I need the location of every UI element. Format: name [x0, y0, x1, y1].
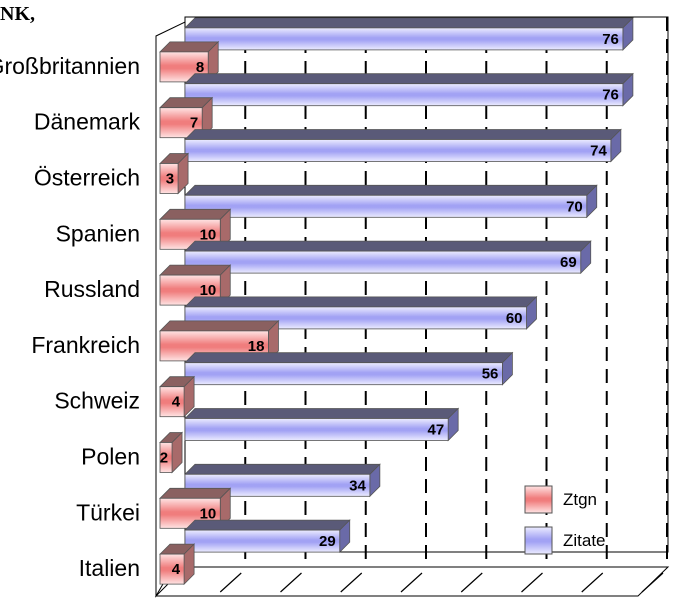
- bar-zitate-grossbritannien-value-label: 76: [602, 31, 619, 48]
- bar-zitate-schweiz-value-label: 56: [482, 366, 499, 383]
- bar-ztgn-polen-value-label: 2: [160, 450, 168, 467]
- bar-zitate-oesterreich: 74: [184, 128, 622, 163]
- bar-zitate-tuerkei-value-label: 34: [349, 477, 366, 494]
- bar-zitate-polen: 47: [184, 407, 460, 442]
- bar-zitate-russland: 69: [184, 240, 592, 275]
- bar-zitate-grossbritannien: 76: [184, 16, 634, 51]
- bar-zitate-schweiz: 56: [184, 351, 514, 386]
- bars: 76 8 76 7 74 3 70 10 69 10 60 18 56 4 47 2 34 10 29 4: [159, 16, 634, 586]
- bar-zitate-polen-value-label: 47: [427, 422, 444, 439]
- bar-zitate-oesterreich-value-label: 74: [590, 143, 607, 160]
- bar-ztgn-oesterreich-value-label: 3: [166, 171, 174, 188]
- legend-label-ztgn: Ztgn: [563, 490, 597, 509]
- bar-zitate-spanien-value-label: 70: [566, 198, 583, 215]
- legend-swatch-zitate: [524, 526, 553, 555]
- gridlines: [219, 17, 668, 593]
- chart-title: NK,: [0, 3, 35, 25]
- legend: Ztgn Zitate: [524, 485, 606, 555]
- bar-zitate-daenemark-value-label: 76: [602, 87, 619, 104]
- category-label-russland: Russland: [44, 276, 140, 302]
- bar-ztgn-schweiz: 4: [159, 375, 196, 418]
- bar-ztgn-polen: 2: [159, 431, 184, 474]
- bar-ztgn-oesterreich: 3: [159, 152, 190, 195]
- floor-tick: [581, 572, 604, 593]
- floor-tick: [400, 572, 423, 593]
- bar-ztgn-schweiz-value-label: 4: [172, 394, 181, 411]
- floor-tick: [280, 572, 302, 593]
- bar-zitate-italien: 29: [184, 519, 351, 554]
- bar-zitate-daenemark: 76: [184, 72, 634, 107]
- bar-ztgn-frankreich-value-label: 18: [248, 338, 265, 355]
- bar-ztgn-russland-value-label: 10: [200, 282, 217, 299]
- floor-tick: [219, 572, 242, 593]
- bar-ztgn-italien: 4: [159, 543, 196, 586]
- bar-zitate-italien-value-label: 29: [319, 533, 336, 550]
- floor-tick: [460, 572, 483, 593]
- category-label-grossbritannien: Großbritannien: [0, 53, 140, 79]
- floor-tick: [641, 572, 664, 593]
- floor-tick: [521, 572, 543, 593]
- bar-ztgn-italien-value-label: 4: [172, 561, 181, 578]
- category-label-frankreich: Frankreich: [31, 332, 140, 358]
- category-label-oesterreich: Österreich: [34, 165, 140, 191]
- bar-zitate-tuerkei: 34: [184, 463, 381, 498]
- category-label-daenemark: Dänemark: [34, 109, 141, 135]
- bar-ztgn-daenemark-value-label: 7: [190, 115, 198, 132]
- floor-tick: [340, 572, 363, 593]
- category-label-tuerkei: Türkei: [76, 499, 140, 525]
- category-label-polen: Polen: [81, 444, 140, 470]
- bar-ztgn-grossbritannien-value-label: 8: [196, 59, 204, 76]
- legend-label-zitate: Zitate: [563, 531, 606, 550]
- category-label-spanien: Spanien: [56, 220, 140, 246]
- category-label-italien: Italien: [79, 555, 140, 581]
- category-label-schweiz: Schweiz: [54, 388, 140, 414]
- category-labels: Großbritannien Dänemark Österreich Spanien R…: [0, 53, 140, 581]
- bar-zitate-frankreich-value-label: 60: [506, 310, 523, 327]
- bar-zitate-spanien: 70: [184, 184, 598, 219]
- bar-ztgn-spanien-value-label: 10: [200, 226, 217, 243]
- legend-swatch-ztgn: [524, 485, 553, 514]
- bar-zitate-russland-value-label: 69: [560, 254, 577, 271]
- bar-ztgn-tuerkei-value-label: 10: [200, 505, 217, 522]
